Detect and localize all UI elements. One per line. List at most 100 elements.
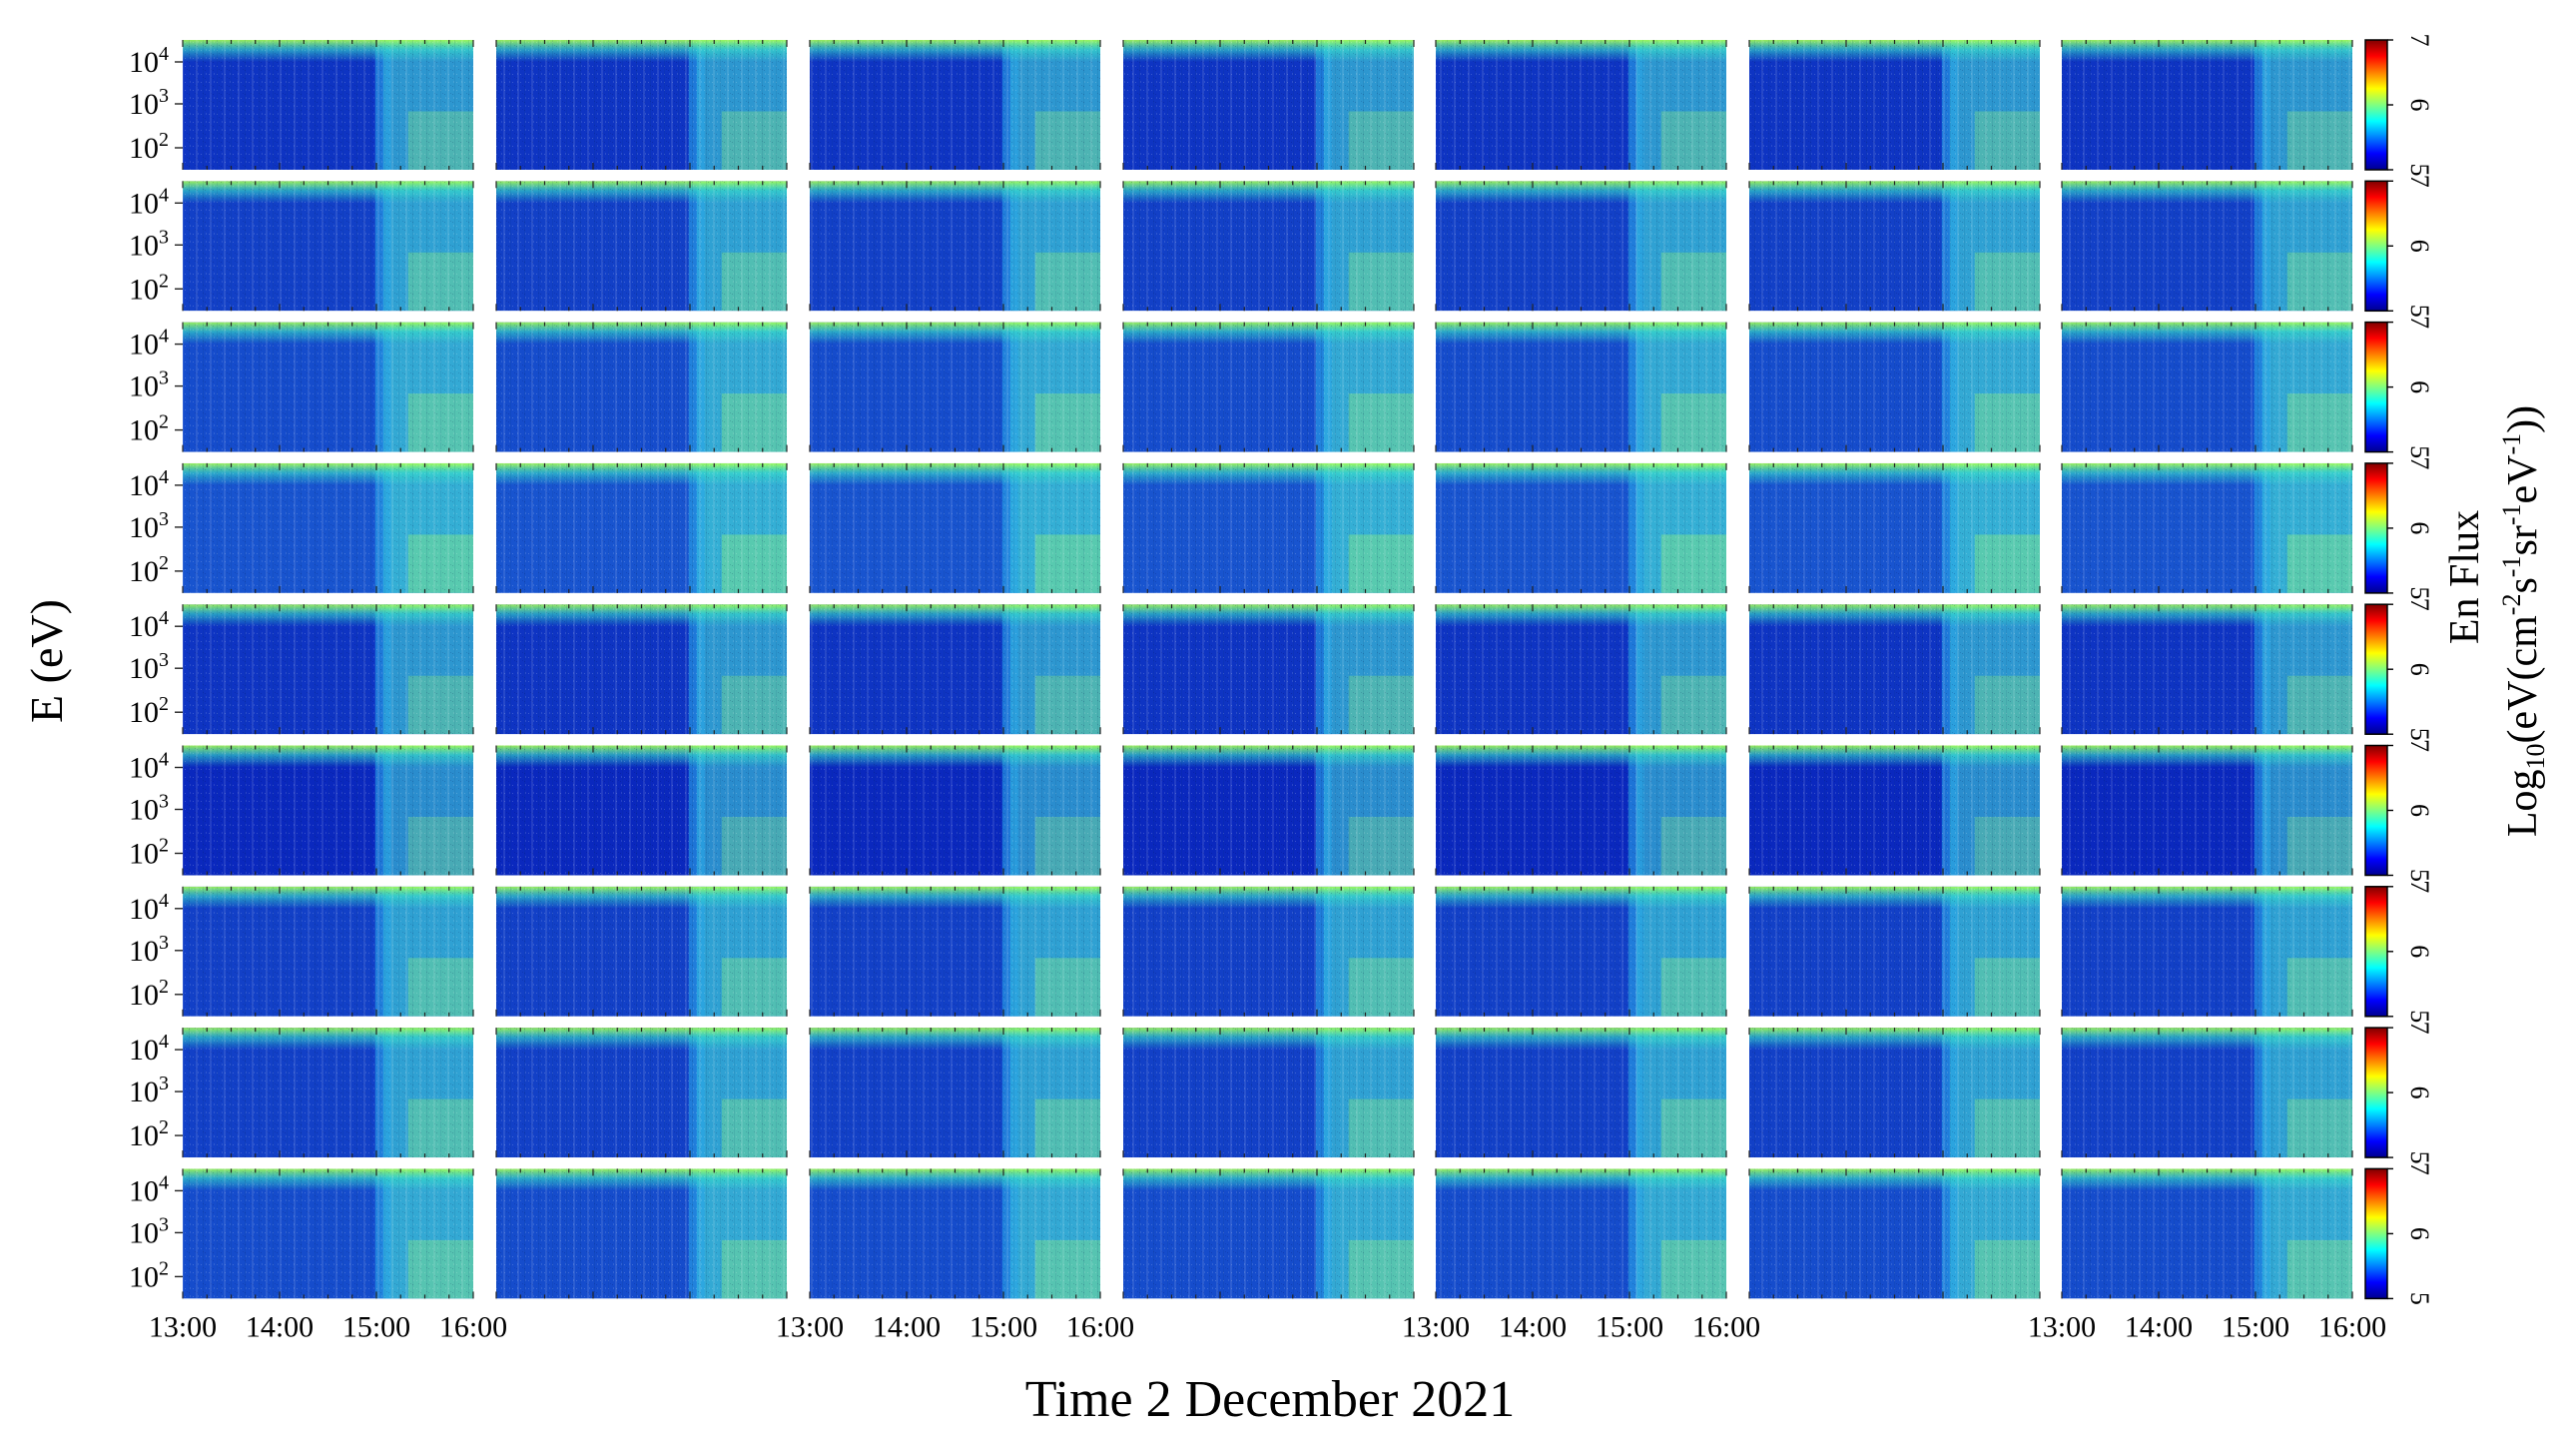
spectrogram-panel: [182, 40, 474, 170]
y-tick-label: 102: [129, 1116, 169, 1152]
stripe-texture: [1749, 462, 2040, 593]
spectrogram-panel: [182, 1028, 474, 1158]
spectrogram-panel: [182, 604, 474, 735]
panel-tick-marks: [809, 745, 1101, 876]
colorbar-tick-label: 7: [2405, 456, 2434, 469]
spectrogram-panel: [495, 604, 788, 735]
panel-tick-marks: [495, 745, 788, 876]
stripe-texture: [1749, 322, 2040, 452]
stripe-texture: [810, 1028, 1100, 1158]
colorbar-tick-label: 6: [2405, 1086, 2434, 1099]
x-tick-label: 13:00: [2028, 1310, 2096, 1343]
x-tick-label: 16:00: [1066, 1310, 1134, 1343]
colorbar-tick-label: 5: [2405, 1151, 2434, 1164]
colorbar-tick-label: 7: [2405, 598, 2434, 611]
spectrogram-panel: [1122, 1028, 1415, 1158]
panel-tick-marks: [495, 462, 788, 593]
panel-tick-marks: [1122, 886, 1415, 1017]
panel-tick-marks: [1748, 886, 2041, 1017]
spectrogram-panel: [1122, 1168, 1415, 1299]
panel-tick-marks: [495, 40, 788, 170]
y-tick-label: 102: [129, 693, 169, 729]
spectrogram-panel: [1122, 745, 1415, 876]
stripe-texture: [1749, 40, 2040, 170]
x-tick-label: 14:00: [246, 1310, 314, 1343]
stripe-texture: [183, 1168, 473, 1299]
spectrogram-panel: [809, 745, 1101, 876]
spectrogram-panel: [1748, 1028, 2041, 1158]
stripe-texture: [2062, 1028, 2352, 1158]
spectrogram-panel: [1122, 886, 1415, 1017]
stripe-texture: [2062, 462, 2352, 593]
x-tick-label: 15:00: [342, 1310, 410, 1343]
spectrogram-panel: [1748, 40, 2041, 170]
spectrogram-panel: [182, 1168, 474, 1299]
stripe-texture: [2062, 1168, 2352, 1299]
y-tick-label: 103: [129, 85, 169, 121]
stripe-texture: [1749, 1028, 2040, 1158]
stripe-texture: [810, 181, 1100, 312]
y-tick-label: 102: [129, 1257, 169, 1293]
colorbar-tick-label: 5: [2405, 869, 2434, 882]
spectrogram-panel: [1748, 181, 2041, 312]
spectrogram-panel: [2061, 604, 2353, 735]
stripe-texture: [1123, 1168, 1414, 1299]
y-tick-label: 103: [129, 1073, 169, 1108]
colorbar-tick-label: 6: [2405, 1227, 2434, 1240]
stripe-texture: [2062, 604, 2352, 735]
spectrogram-panel: [809, 1168, 1101, 1299]
x-tick-label: 16:00: [2318, 1310, 2386, 1343]
panel-tick-marks: [182, 181, 474, 312]
colorbar-tick-label: 5: [2405, 1010, 2434, 1023]
spectrogram-panel: [1122, 462, 1415, 593]
spectrogram-panel: [495, 181, 788, 312]
panel-tick-marks: [1435, 181, 1727, 312]
colorbar: 5 6 7: [2364, 598, 2434, 741]
stripe-texture: [1123, 322, 1414, 452]
colorbar-tick-label: 6: [2405, 521, 2434, 534]
y-tick-label: 104: [129, 43, 169, 79]
y-tick-label: 103: [129, 508, 169, 544]
panel-tick-marks: [1435, 604, 1727, 735]
panel-tick-marks: [809, 604, 1101, 735]
stripe-texture: [183, 604, 473, 735]
stripe-texture: [1436, 181, 1726, 312]
y-tick-label: 103: [129, 932, 169, 968]
panel-tick-marks: [495, 322, 788, 452]
colorbar-tick-label: 7: [2405, 34, 2434, 47]
stripe-texture: [496, 322, 787, 452]
stripe-texture: [183, 1028, 473, 1158]
y-tick-label: 104: [129, 1031, 169, 1067]
panel-tick-marks: [2061, 40, 2353, 170]
spectrogram-panel: [809, 322, 1101, 452]
stripe-texture: [496, 886, 787, 1017]
spectrogram-panel: [1435, 604, 1727, 735]
stripe-texture: [496, 1028, 787, 1158]
colorbar-label-line1: En Flux: [2442, 510, 2488, 644]
stripe-texture: [2062, 886, 2352, 1017]
spectrogram-panel: [1122, 181, 1415, 312]
panel-tick-marks: [182, 322, 474, 452]
spectrogram-panel: [1435, 462, 1727, 593]
panel-tick-marks: [809, 462, 1101, 593]
panel-tick-marks: [2061, 886, 2353, 1017]
spectrogram-panel: [182, 462, 474, 593]
colorbar-tick-label: 5: [2405, 305, 2434, 318]
panel-tick-marks: [1122, 322, 1415, 452]
x-tick-label: 13:00: [149, 1310, 217, 1343]
spectrogram-panel: [1435, 181, 1727, 312]
stripe-texture: [183, 181, 473, 312]
spectrogram-panel: [809, 886, 1101, 1017]
spectrogram-panel: [1435, 1168, 1727, 1299]
spectrogram-panel: [1435, 40, 1727, 170]
spectrogram-panel: [182, 886, 474, 1017]
panel-tick-marks: [495, 886, 788, 1017]
panel-tick-marks: [2061, 462, 2353, 593]
x-tick-label: 14:00: [1499, 1310, 1567, 1343]
panel-tick-marks: [2061, 604, 2353, 735]
spectrogram-panel: [495, 322, 788, 452]
spectrogram-panel: [2061, 40, 2353, 170]
spectrogram-panel: [495, 462, 788, 593]
spectrogram-panel: [1122, 322, 1415, 452]
